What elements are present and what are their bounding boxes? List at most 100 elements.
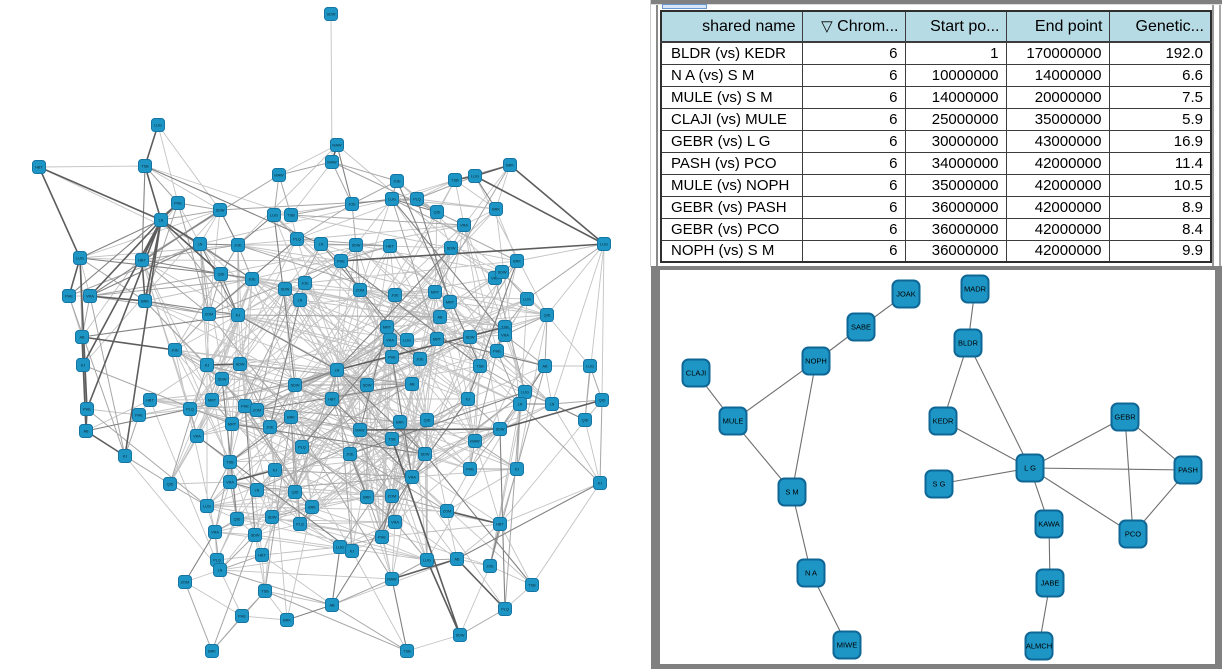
svg-text:KJ: KJ [123,455,128,459]
svg-text:MAW: MAW [387,578,397,582]
svg-text:HBT: HBT [138,259,146,263]
svg-text:S M: S M [785,488,798,497]
svg-text:PCO: PCO [1125,530,1141,539]
svg-text:GEBR: GEBR [1114,413,1136,422]
svg-text:VRA: VRA [491,277,499,281]
svg-text:JABE: JABE [1041,579,1060,588]
svg-text:VRA: VRA [193,435,201,439]
svg-text:LN: LN [319,243,324,247]
svg-text:BRK: BRK [506,164,514,168]
svg-text:SDW: SDW [456,634,465,638]
svg-text:KJ: KJ [236,314,241,318]
svg-text:QID: QID [544,314,551,318]
svg-text:SDW: SDW [327,13,336,17]
svg-text:VRA: VRA [408,476,416,480]
svg-text:TSB: TSB [226,461,234,465]
svg-text:JOE: JOE [486,565,494,569]
svg-text:PHE: PHE [493,350,501,354]
svg-text:BRK: BRK [396,421,404,425]
svg-text:HBT: HBT [386,245,394,249]
svg-text:VRA: VRA [386,339,394,343]
svg-text:JOAK: JOAK [896,290,916,299]
svg-text:LUG: LUG [336,546,344,550]
svg-text:SDW: SDW [352,244,361,248]
svg-text:MADR: MADR [964,285,987,294]
svg-text:LUG: LUG [270,214,278,218]
svg-text:ZOM: ZOM [181,581,189,585]
svg-text:QID: QID [582,419,589,423]
svg-text:MULE: MULE [723,417,744,426]
svg-text:LUG: LUG [76,257,84,261]
svg-text:AB: AB [409,383,415,387]
svg-text:VRA: VRA [501,334,509,338]
svg-text:SDW: SDW [268,516,277,520]
svg-text:PASH: PASH [1178,466,1198,475]
svg-text:PHE: PHE [241,405,249,409]
svg-text:PLQ: PLQ [298,446,306,450]
svg-text:JOE: JOE [416,358,424,362]
svg-text:VRA: VRA [226,481,234,485]
svg-text:KJ: KJ [205,364,210,368]
svg-text:AB: AB [454,558,460,562]
svg-text:PLQ: PLQ [293,238,301,242]
svg-text:ZOM: ZOM [253,409,261,413]
svg-text:TSB: TSB [403,650,411,654]
svg-text:JOE: JOE [301,282,309,286]
svg-text:AB: AB [79,336,85,340]
svg-text:MAW: MAW [470,440,480,444]
svg-text:LN: LN [550,403,555,407]
svg-text:HBT: HBT [258,554,266,558]
svg-text:PLQ: PLQ [296,523,304,527]
svg-text:AB: AB [437,316,443,320]
svg-text:BRK: BRK [141,300,149,304]
svg-text:ZOM: ZOM [356,289,364,293]
svg-text:LUG: LUG [388,198,396,202]
svg-text:QID: QID [599,399,606,403]
svg-text:SDW: SDW [421,453,430,457]
svg-text:JOE: JOE [391,294,399,298]
svg-text:JOE: JOE [393,180,401,184]
svg-text:TSB: TSB [528,584,536,588]
svg-text:BRK: BRK [363,496,371,500]
svg-text:NOPH: NOPH [805,357,827,366]
svg-text:QID: QID [292,491,299,495]
svg-text:HBT: HBT [35,166,43,170]
svg-text:PHE: PHE [65,295,73,299]
svg-text:LUG: LUG [523,298,531,302]
svg-text:VRA: VRA [460,224,468,228]
svg-text:HBT: HBT [328,398,336,402]
svg-text:ALMCH: ALMCH [1026,642,1052,651]
svg-text:MRT: MRT [433,338,442,342]
svg-text:SDW: SDW [496,428,505,432]
svg-text:LN: LN [198,243,203,247]
svg-text:HBT: HBT [496,523,504,527]
svg-text:PHE: PHE [466,468,474,472]
svg-text:MAW: MAW [327,161,337,165]
svg-text:VRA: VRA [391,521,399,525]
svg-text:QID: QID [234,518,241,522]
svg-text:SDW: SDW [498,271,507,275]
svg-text:PHE: PHE [174,202,182,206]
svg-text:TSB: TSB [388,438,396,442]
svg-text:SDW: SDW [447,247,456,251]
svg-text:KJ: KJ [466,398,471,402]
svg-text:LUG: LUG [403,339,411,343]
svg-text:TSB: TSB [287,214,295,218]
svg-text:LUG: LUG [521,391,529,395]
svg-text:QID: QID [167,483,174,487]
svg-text:KAWA: KAWA [1038,520,1060,529]
svg-text:LN: LN [298,299,303,303]
svg-text:BRK: BRK [513,260,521,264]
svg-text:TSB: TSB [451,179,459,183]
svg-text:LUG: LUG [423,559,431,563]
svg-text:BLDR: BLDR [958,339,979,348]
svg-text:MRT: MRT [446,301,455,305]
svg-text:SDW: SDW [251,534,260,538]
svg-text:CLAJI: CLAJI [686,369,706,378]
svg-text:QID: QID [434,211,441,215]
svg-text:TSB: TSB [141,165,149,169]
svg-text:LN: LN [159,219,164,223]
svg-text:AB: AB [329,604,335,608]
svg-text:LUG: LUG [154,124,162,128]
svg-text:AB: AB [83,430,89,434]
